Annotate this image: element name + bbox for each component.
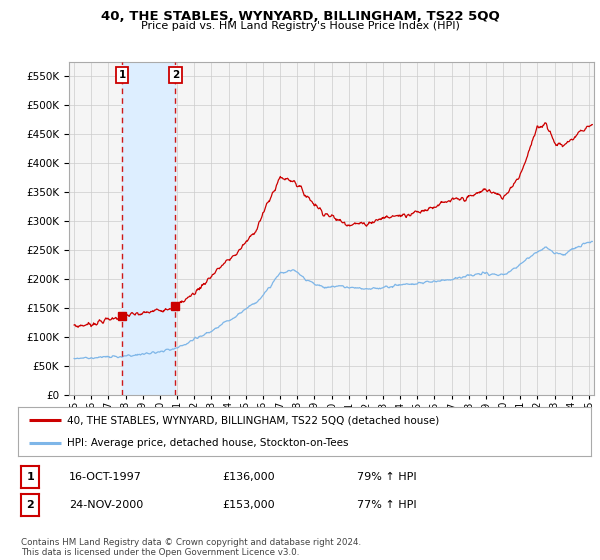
Text: 2: 2 [26, 500, 34, 510]
Text: 77% ↑ HPI: 77% ↑ HPI [357, 500, 416, 510]
Bar [122, 62, 175, 395]
Text: Price paid vs. HM Land Registry's House Price Index (HPI): Price paid vs. HM Land Registry's House … [140, 21, 460, 31]
Text: Contains HM Land Registry data © Crown copyright and database right 2024.
This d: Contains HM Land Registry data © Crown c… [21, 538, 361, 557]
Text: £136,000: £136,000 [222, 472, 275, 482]
Text: 1: 1 [26, 472, 34, 482]
Text: 40, THE STABLES, WYNYARD, BILLINGHAM, TS22 5QQ: 40, THE STABLES, WYNYARD, BILLINGHAM, TS… [101, 10, 499, 23]
Text: 2: 2 [172, 70, 179, 80]
Text: HPI: Average price, detached house, Stockton-on-Tees: HPI: Average price, detached house, Stoc… [67, 438, 348, 448]
Text: 16-OCT-1997: 16-OCT-1997 [69, 472, 142, 482]
Text: 24-NOV-2000: 24-NOV-2000 [69, 500, 143, 510]
Text: 1: 1 [118, 70, 125, 80]
Text: 40, THE STABLES, WYNYARD, BILLINGHAM, TS22 5QQ (detached house): 40, THE STABLES, WYNYARD, BILLINGHAM, TS… [67, 416, 439, 426]
Text: £153,000: £153,000 [222, 500, 275, 510]
Text: 79% ↑ HPI: 79% ↑ HPI [357, 472, 416, 482]
